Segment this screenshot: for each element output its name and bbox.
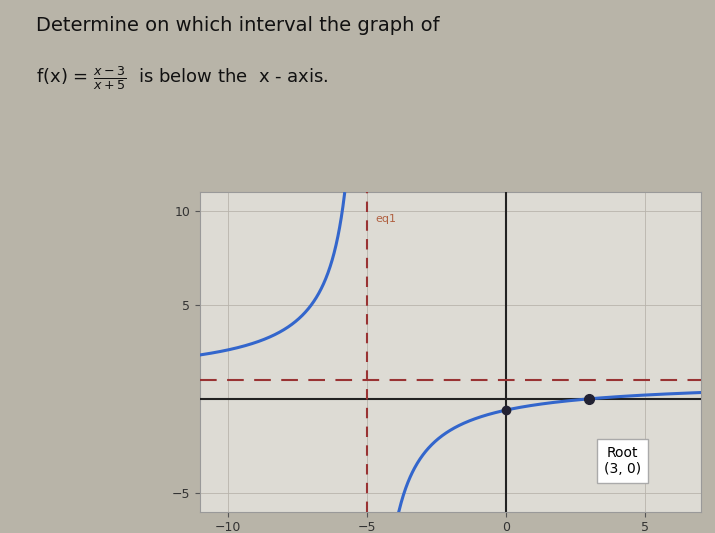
Text: Determine on which interval the graph of: Determine on which interval the graph of: [36, 16, 440, 35]
Text: eq1: eq1: [375, 214, 396, 224]
Text: Root
(3, 0): Root (3, 0): [604, 446, 641, 476]
Text: f(x) = $\frac{x-3}{x+5}$  is below the  x - axis.: f(x) = $\frac{x-3}{x+5}$ is below the x …: [36, 64, 328, 92]
